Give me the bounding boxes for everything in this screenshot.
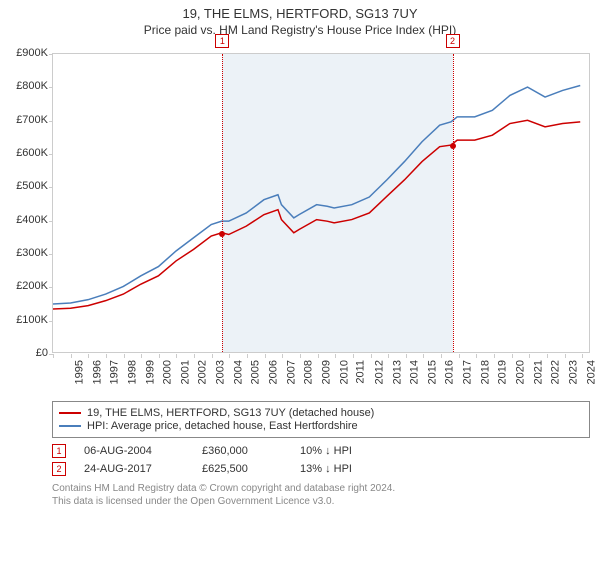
footer-line2: This data is licensed under the Open Gov…: [52, 495, 590, 508]
x-axis-label: 2013: [391, 360, 403, 384]
x-axis-label: 2000: [162, 360, 174, 384]
event-dot: [219, 231, 225, 237]
event-delta: 10% ↓ HPI: [300, 445, 400, 457]
x-axis-label: 1995: [73, 360, 85, 384]
x-axis-label: 2011: [355, 360, 367, 384]
x-axis-label: 2007: [285, 360, 297, 384]
event-marker-box: 2: [446, 34, 460, 48]
event-row: 2 24-AUG-2017 £625,500 13% ↓ HPI: [52, 462, 590, 476]
y-axis-label: £600K: [2, 147, 48, 159]
x-axis-label: 2015: [426, 360, 438, 384]
y-axis-label: £0: [2, 347, 48, 359]
event-index-box: 2: [52, 462, 66, 476]
x-axis-label: 2005: [250, 360, 262, 384]
event-vline: [222, 54, 223, 352]
legend-row: HPI: Average price, detached house, East…: [59, 420, 583, 432]
page-title: 19, THE ELMS, HERTFORD, SG13 7UY: [0, 6, 600, 21]
event-marker-box: 1: [215, 34, 229, 48]
y-axis-label: £200K: [2, 280, 48, 292]
legend-swatch: [59, 425, 81, 427]
x-axis-label: 2004: [232, 360, 244, 384]
y-axis-label: £700K: [2, 114, 48, 126]
event-price: £360,000: [202, 445, 282, 457]
x-axis-label: 2019: [497, 360, 509, 384]
events-table: 1 06-AUG-2004 £360,000 10% ↓ HPI 2 24-AUG-201…: [52, 444, 590, 476]
event-delta: 13% ↓ HPI: [300, 463, 400, 475]
legend-label: HPI: Average price, detached house, East…: [87, 420, 358, 432]
x-axis-label: 2003: [215, 360, 227, 384]
x-axis-label: 1997: [109, 360, 121, 384]
y-axis-label: £100K: [2, 314, 48, 326]
x-axis-label: 2021: [532, 360, 544, 384]
footer-line1: Contains HM Land Registry data © Crown c…: [52, 482, 590, 495]
x-axis-label: 2024: [585, 360, 597, 384]
x-axis-label: 2020: [514, 360, 526, 384]
x-axis-label: 2016: [444, 360, 456, 384]
y-axis-label: £400K: [2, 214, 48, 226]
legend-row: 19, THE ELMS, HERTFORD, SG13 7UY (detach…: [59, 407, 583, 419]
event-date: 06-AUG-2004: [84, 445, 184, 457]
x-axis-label: 2002: [197, 360, 209, 384]
footer-attribution: Contains HM Land Registry data © Crown c…: [52, 482, 590, 508]
event-price: £625,500: [202, 463, 282, 475]
plot-area: 1995199619971998199920002001200220032004…: [52, 53, 590, 353]
x-axis-label: 2023: [567, 360, 579, 384]
series-hpi: [53, 85, 580, 304]
event-row: 1 06-AUG-2004 £360,000 10% ↓ HPI: [52, 444, 590, 458]
event-dot: [450, 143, 456, 149]
x-axis-label: 2012: [373, 360, 385, 384]
x-axis-label: 1998: [126, 360, 138, 384]
y-axis-label: £500K: [2, 180, 48, 192]
x-axis-label: 1999: [144, 360, 156, 384]
price-chart: 1995 1996 1997 1998 1999 2000 2001 2002 2003 2004…: [52, 43, 590, 393]
x-axis-label: 1996: [91, 360, 103, 384]
x-axis-label: 2010: [338, 360, 350, 384]
x-axis-label: 2014: [409, 360, 421, 384]
x-axis-label: 2018: [479, 360, 491, 384]
chart-svg: [53, 54, 589, 352]
legend-swatch: [59, 412, 81, 414]
legend-label: 19, THE ELMS, HERTFORD, SG13 7UY (detach…: [87, 407, 374, 419]
legend: 19, THE ELMS, HERTFORD, SG13 7UY (detach…: [52, 401, 590, 438]
event-date: 24-AUG-2017: [84, 463, 184, 475]
page-subtitle: Price paid vs. HM Land Registry's House …: [0, 23, 600, 37]
y-axis-label: £800K: [2, 80, 48, 92]
event-index-box: 1: [52, 444, 66, 458]
event-vline: [453, 54, 454, 352]
y-axis-label: £300K: [2, 247, 48, 259]
x-axis-label: 2022: [550, 360, 562, 384]
y-axis-label: £900K: [2, 47, 48, 59]
x-axis-label: 2008: [303, 360, 315, 384]
x-axis-label: 2017: [462, 360, 474, 384]
x-axis-label: 2009: [320, 360, 332, 384]
x-axis-label: 2006: [268, 360, 280, 384]
x-axis-label: 2001: [179, 360, 191, 384]
